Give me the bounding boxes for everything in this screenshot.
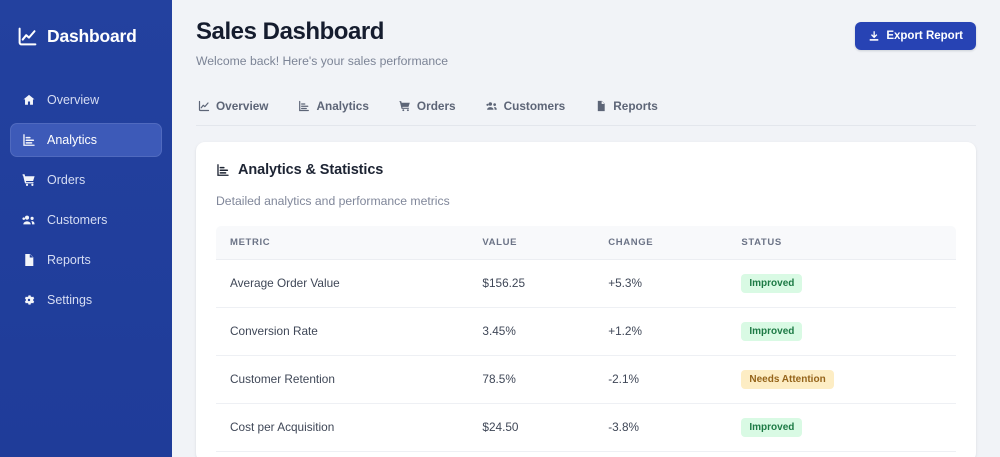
cell-status: Improved xyxy=(741,307,956,356)
tab-reports[interactable]: Reports xyxy=(593,95,660,126)
file-icon xyxy=(22,253,36,267)
users-icon xyxy=(486,100,498,112)
column-header-status: STATUS xyxy=(741,225,956,260)
sidebar-item-label: Customers xyxy=(47,212,108,227)
cell-change: -3.8% xyxy=(608,403,742,452)
sidebar-item-settings[interactable]: Settings xyxy=(10,283,162,317)
cart-icon xyxy=(399,100,411,112)
sidebar-item-label: Settings xyxy=(47,292,93,307)
bar-chart-icon xyxy=(216,163,230,177)
bar-chart-icon xyxy=(298,100,310,112)
chart-line-icon xyxy=(17,26,38,47)
card-subtitle: Detailed analytics and performance metri… xyxy=(216,193,450,208)
column-header-value: VALUE xyxy=(482,225,609,260)
users-icon xyxy=(22,213,36,227)
tab-orders[interactable]: Orders xyxy=(397,95,458,126)
cell-change: -2.1% xyxy=(608,355,742,404)
cell-value: 3.45% xyxy=(482,307,609,356)
download-icon xyxy=(868,30,880,42)
column-header-change: CHANGE xyxy=(608,225,742,260)
cell-status: Improved xyxy=(741,259,956,308)
sidebar-item-analytics[interactable]: Analytics xyxy=(10,123,162,157)
sidebar-item-orders[interactable]: Orders xyxy=(10,163,162,197)
status-badge: Needs Attention xyxy=(741,369,834,389)
chart-line-icon xyxy=(198,100,210,112)
table-row[interactable]: Average Order Value $156.25 +5.3% Improv… xyxy=(216,259,956,308)
cell-change: +5.3% xyxy=(608,259,742,308)
table-header: METRIC VALUE CHANGE STATUS xyxy=(216,225,956,260)
sidebar: Dashboard Overview xyxy=(0,0,172,457)
status-badge: Improved xyxy=(741,321,803,341)
main-content: Sales Dashboard Welcome back! Here's you… xyxy=(172,0,1000,457)
tab-bar: Overview Analytics xyxy=(196,95,976,126)
export-report-label: Export Report xyxy=(886,30,963,42)
tab-label: Reports xyxy=(613,98,658,113)
brand-logo: Dashboard xyxy=(0,20,172,47)
table-row[interactable]: Cost per Acquisition $24.50 -3.8% Improv… xyxy=(216,403,956,452)
sidebar-item-customers[interactable]: Customers xyxy=(10,203,162,237)
cell-metric: Customer Retention xyxy=(216,355,483,404)
table-header-row: METRIC VALUE CHANGE STATUS xyxy=(216,225,956,260)
tab-overview[interactable]: Overview xyxy=(196,95,270,126)
sidebar-item-overview[interactable]: Overview xyxy=(10,83,162,117)
cell-value: $24.50 xyxy=(482,403,609,452)
card-title-label: Analytics & Statistics xyxy=(238,161,384,178)
sidebar-item-label: Overview xyxy=(47,92,100,107)
card-title: Analytics & Statistics xyxy=(216,162,956,178)
column-header-metric: METRIC xyxy=(216,225,483,260)
export-report-button[interactable]: Export Report xyxy=(855,22,976,50)
gear-icon xyxy=(22,293,36,307)
cell-change: +1.2% xyxy=(608,307,742,356)
metrics-table: METRIC VALUE CHANGE STATUS Average Order… xyxy=(216,225,956,452)
cart-icon xyxy=(22,173,36,187)
bar-chart-icon xyxy=(22,133,36,147)
sidebar-nav: Overview Analytics xyxy=(0,83,172,317)
tab-analytics[interactable]: Analytics xyxy=(296,95,370,126)
analytics-card: Analytics & Statistics Detailed analytic… xyxy=(196,141,976,457)
cell-value: 78.5% xyxy=(482,355,609,404)
cell-value: $156.25 xyxy=(482,259,609,308)
tab-label: Overview xyxy=(216,98,269,113)
status-badge: Improved xyxy=(741,273,803,293)
table-body: Average Order Value $156.25 +5.3% Improv… xyxy=(216,259,956,452)
cell-metric: Average Order Value xyxy=(216,259,483,308)
cell-metric: Cost per Acquisition xyxy=(216,403,483,452)
cell-metric: Conversion Rate xyxy=(216,307,483,356)
page-title: Sales Dashboard xyxy=(196,18,384,45)
tab-customers[interactable]: Customers xyxy=(484,95,568,126)
sidebar-item-label: Reports xyxy=(47,252,91,267)
sidebar-item-reports[interactable]: Reports xyxy=(10,243,162,277)
home-icon xyxy=(22,93,36,107)
sidebar-item-label: Orders xyxy=(47,172,86,187)
brand-label: Dashboard xyxy=(47,25,137,46)
cell-status: Improved xyxy=(741,403,956,452)
status-badge: Improved xyxy=(741,417,803,437)
table-row[interactable]: Conversion Rate 3.45% +1.2% Improved xyxy=(216,307,956,356)
file-icon xyxy=(595,100,607,112)
page-header-text: Sales Dashboard Welcome back! Here's you… xyxy=(196,18,448,69)
tab-label: Analytics xyxy=(316,98,369,113)
cell-status: Needs Attention xyxy=(741,355,956,404)
page-subtitle: Welcome back! Here's your sales performa… xyxy=(196,54,449,69)
table-row[interactable]: Customer Retention 78.5% -2.1% Needs Att… xyxy=(216,355,956,404)
tab-label: Customers xyxy=(503,98,566,113)
tab-label: Orders xyxy=(416,98,456,113)
page-header: Sales Dashboard Welcome back! Here's you… xyxy=(196,18,976,69)
sidebar-item-label: Analytics xyxy=(47,132,98,147)
